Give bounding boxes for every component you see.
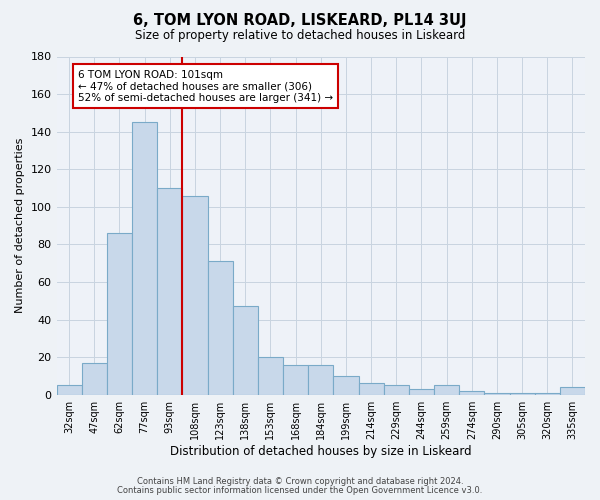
Bar xyxy=(107,233,132,394)
Text: Size of property relative to detached houses in Liskeard: Size of property relative to detached ho… xyxy=(135,29,465,42)
Bar xyxy=(409,389,434,394)
Bar xyxy=(459,391,484,394)
Bar xyxy=(334,376,359,394)
Y-axis label: Number of detached properties: Number of detached properties xyxy=(15,138,25,314)
Text: Contains public sector information licensed under the Open Government Licence v3: Contains public sector information licen… xyxy=(118,486,482,495)
Bar xyxy=(208,262,233,394)
Bar xyxy=(82,363,107,394)
Bar xyxy=(182,196,208,394)
Text: 6 TOM LYON ROAD: 101sqm
← 47% of detached houses are smaller (306)
52% of semi-d: 6 TOM LYON ROAD: 101sqm ← 47% of detache… xyxy=(78,70,333,103)
Bar xyxy=(283,364,308,394)
Bar xyxy=(233,306,258,394)
Bar xyxy=(484,393,509,394)
Bar xyxy=(258,357,283,395)
Bar xyxy=(132,122,157,394)
Text: Contains HM Land Registry data © Crown copyright and database right 2024.: Contains HM Land Registry data © Crown c… xyxy=(137,477,463,486)
X-axis label: Distribution of detached houses by size in Liskeard: Distribution of detached houses by size … xyxy=(170,444,472,458)
Bar xyxy=(157,188,182,394)
Bar xyxy=(383,386,409,394)
Bar xyxy=(308,364,334,394)
Text: 6, TOM LYON ROAD, LISKEARD, PL14 3UJ: 6, TOM LYON ROAD, LISKEARD, PL14 3UJ xyxy=(133,12,467,28)
Bar xyxy=(560,387,585,394)
Bar xyxy=(56,386,82,394)
Bar xyxy=(535,393,560,394)
Bar xyxy=(509,393,535,394)
Bar xyxy=(434,386,459,394)
Bar xyxy=(359,384,383,394)
